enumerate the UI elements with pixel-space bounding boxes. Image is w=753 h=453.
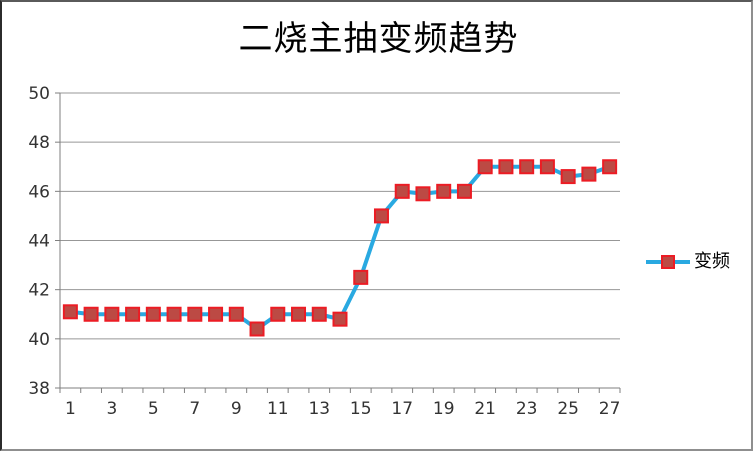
x-tick-label: 17	[391, 399, 413, 419]
y-tick-label: 48	[28, 133, 50, 153]
x-tick-label: 21	[474, 399, 496, 419]
data-point-9	[228, 306, 244, 322]
data-point-14	[332, 311, 348, 327]
data-point-18	[415, 186, 431, 202]
data-point-16	[373, 208, 389, 224]
data-point-17	[394, 183, 410, 199]
y-tick-label: 40	[28, 330, 50, 350]
data-point-25	[560, 169, 576, 185]
x-tick-label: 23	[516, 399, 538, 419]
x-tick-label: 27	[599, 399, 621, 419]
data-point-21	[477, 159, 493, 175]
data-point-19	[436, 183, 452, 199]
x-tick-label: 3	[106, 399, 117, 419]
y-tick-label: 44	[28, 232, 50, 252]
data-point-20	[456, 183, 472, 199]
x-tick-label: 11	[267, 399, 289, 419]
data-point-22	[498, 159, 514, 175]
data-point-5	[145, 306, 161, 322]
data-point-12	[291, 306, 307, 322]
x-tick-label: 13	[308, 399, 330, 419]
data-point-26	[581, 166, 597, 182]
data-point-27	[602, 159, 618, 175]
data-point-4	[125, 306, 141, 322]
data-point-11	[270, 306, 286, 322]
x-tick-label: 19	[433, 399, 455, 419]
y-tick-label: 46	[28, 182, 50, 202]
legend-marker-icon	[646, 255, 690, 269]
y-tick-label: 42	[28, 281, 50, 301]
x-tick-label: 9	[231, 399, 242, 419]
data-point-8	[208, 306, 224, 322]
chart-title: 二烧主抽变频趋势	[238, 21, 519, 58]
data-point-7	[187, 306, 203, 322]
data-point-6	[166, 306, 182, 322]
data-point-23	[519, 159, 535, 175]
x-tick-label: 25	[557, 399, 579, 419]
data-point-10	[249, 321, 265, 337]
y-tick-label: 50	[28, 84, 50, 104]
data-point-15	[353, 269, 369, 285]
legend-label: 变频	[694, 251, 730, 272]
data-point-3	[104, 306, 120, 322]
data-point-24	[539, 159, 555, 175]
x-tick-label: 15	[350, 399, 372, 419]
data-point-2	[83, 306, 99, 322]
data-point-1	[62, 304, 78, 320]
legend: 变频	[646, 250, 730, 274]
x-tick-label: 7	[189, 399, 200, 419]
data-point-13	[311, 306, 327, 322]
x-tick-label: 1	[65, 399, 76, 419]
y-tick-label: 38	[28, 379, 50, 399]
x-tick-label: 5	[148, 399, 159, 419]
